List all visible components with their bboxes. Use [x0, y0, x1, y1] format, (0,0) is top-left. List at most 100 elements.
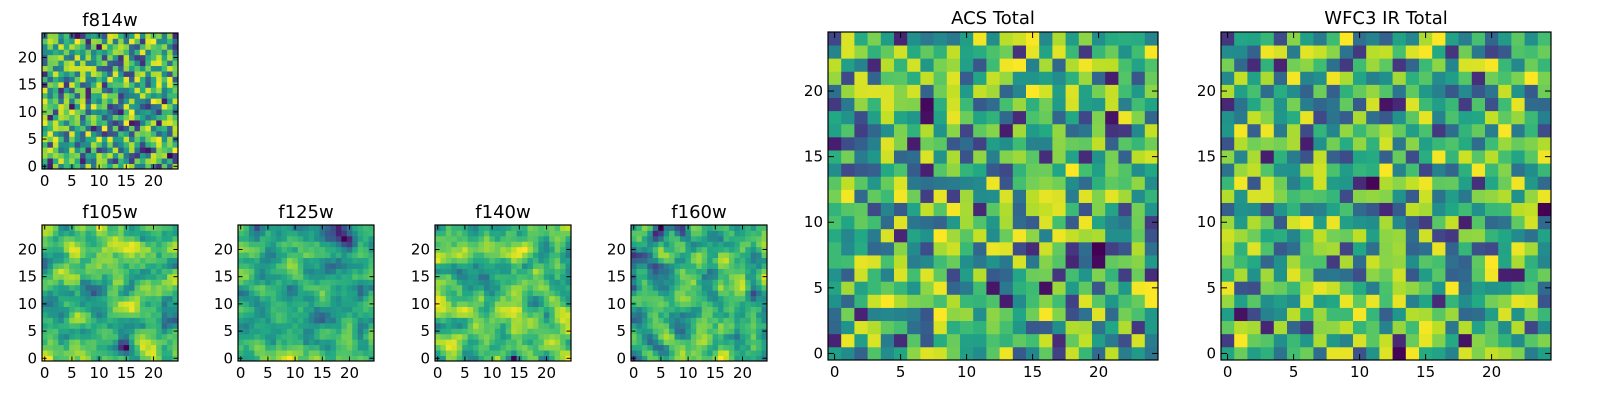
- heatmap-cell: [631, 235, 637, 242]
- x-tick-label: 5: [1289, 363, 1299, 381]
- heatmap-cell: [129, 322, 135, 329]
- heatmap-cell: [723, 284, 730, 291]
- heatmap-cell: [172, 322, 179, 329]
- heatmap-cell: [90, 38, 97, 45]
- heatmap-cell: [69, 284, 76, 291]
- heatmap-cell: [933, 97, 948, 112]
- heatmap-cell: [907, 84, 921, 98]
- heatmap-cell: [1144, 136, 1159, 151]
- heatmap-cell: [96, 301, 103, 307]
- heatmap-cell: [107, 312, 114, 318]
- heatmap-cell: [1144, 255, 1159, 269]
- heatmap-cell: [90, 279, 97, 286]
- heatmap-cell: [549, 279, 556, 286]
- heatmap-cell: [946, 163, 961, 177]
- heatmap-cell: [894, 163, 908, 177]
- axis-ticks: [42, 33, 178, 169]
- heatmap-cell: [1026, 32, 1040, 46]
- heatmap-cell: [101, 333, 108, 340]
- heatmap-cell: [352, 246, 359, 253]
- heatmap-cell: [1092, 110, 1106, 125]
- heatmap-cell: [96, 65, 103, 72]
- heatmap-cell: [707, 290, 713, 297]
- heatmap-cell: [341, 273, 348, 280]
- heatmap-cell: [522, 235, 528, 242]
- heatmap-cell: [308, 284, 315, 291]
- heatmap-cell: [641, 322, 648, 329]
- heatmap-cell: [1392, 110, 1407, 125]
- heatmap-cell: [85, 312, 92, 318]
- heatmap-cell: [1065, 268, 1080, 282]
- y-tick-label: 0: [420, 349, 430, 367]
- heatmap-cell: [357, 312, 364, 318]
- heatmap-cell: [85, 273, 92, 280]
- heatmap-cell: [1105, 97, 1119, 112]
- heatmap-cell: [707, 246, 713, 253]
- heatmap-cell: [511, 235, 517, 242]
- heatmap-cell: [652, 339, 659, 346]
- heatmap-cell: [1026, 123, 1040, 138]
- heatmap-cell: [123, 54, 130, 61]
- heatmap-cell: [63, 273, 70, 280]
- heatmap-cell: [90, 43, 97, 50]
- heatmap-cell: [478, 263, 485, 269]
- heatmap-cell: [440, 273, 447, 280]
- heatmap-cell: [658, 268, 665, 275]
- heatmap-cell: [933, 320, 948, 335]
- heatmap-cell: [1221, 228, 1235, 243]
- heatmap-cell: [150, 339, 157, 346]
- heatmap-cell: [543, 252, 550, 259]
- heatmap-cell: [1221, 241, 1235, 256]
- heatmap-cell: [172, 230, 179, 237]
- heatmap-cell: [150, 81, 157, 88]
- heatmap-cell: [946, 176, 961, 190]
- heatmap-cell: [118, 33, 124, 39]
- heatmap-cell: [1221, 189, 1235, 203]
- heatmap-cell: [1118, 189, 1132, 203]
- heatmap-cell: [1012, 84, 1027, 98]
- heatmap-cell: [265, 235, 272, 242]
- heatmap-cell: [80, 350, 86, 356]
- heatmap-cell: [1118, 333, 1132, 348]
- heatmap-cell: [308, 301, 315, 307]
- heatmap-cell: [1260, 58, 1275, 72]
- heatmap-cell: [641, 273, 648, 280]
- heatmap-cell: [511, 230, 517, 237]
- heatmap-cell: [80, 147, 86, 154]
- heatmap-cell: [462, 241, 469, 248]
- heatmap-cells: [238, 225, 375, 362]
- heatmap-cell: [1471, 58, 1486, 72]
- heatmap-cell: [1313, 136, 1327, 151]
- x-tick-label: 20: [144, 172, 163, 190]
- heatmap-cell: [1485, 84, 1499, 98]
- heatmap-cell: [150, 87, 157, 94]
- heatmap-cell: [728, 344, 735, 351]
- heatmap-cell: [696, 252, 703, 259]
- heatmap-cell: [1131, 71, 1146, 85]
- heatmap-cell: [1144, 123, 1159, 138]
- heatmap-cell: [641, 301, 648, 307]
- heatmap-cell: [319, 284, 326, 291]
- heatmap-cell: [134, 147, 141, 154]
- heatmap-cell: [1458, 320, 1473, 335]
- heatmap-cell: [161, 38, 168, 45]
- heatmap-cell: [80, 33, 86, 39]
- x-tick-label: 10: [679, 364, 698, 382]
- heatmap-cell: [522, 257, 528, 264]
- heatmap-cell: [150, 152, 157, 159]
- heatmap-cell: [652, 225, 659, 231]
- heatmap-cell: [483, 317, 490, 324]
- heatmap-cell: [134, 120, 141, 126]
- heatmap-cell: [696, 273, 703, 280]
- heatmap-cell: [663, 268, 670, 275]
- heatmap-cell: [265, 339, 272, 346]
- heatmap-cell: [854, 123, 868, 138]
- heatmap-cell: [107, 87, 114, 94]
- heatmap-cell: [276, 263, 282, 269]
- heatmap-cell: [707, 355, 713, 362]
- heatmap-cell: [341, 328, 348, 335]
- heatmap-cell: [1052, 110, 1066, 125]
- heatmap-cell: [1353, 281, 1367, 295]
- heatmap-cell: [549, 284, 556, 291]
- heatmap-cell: [107, 225, 114, 231]
